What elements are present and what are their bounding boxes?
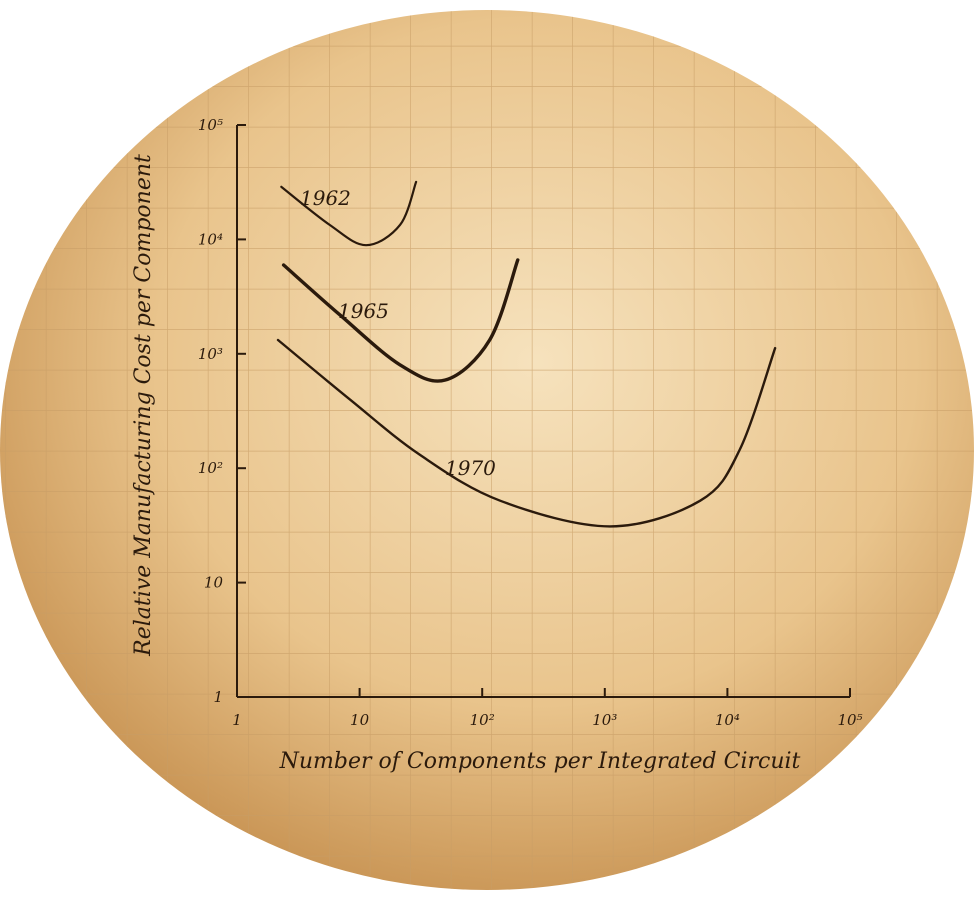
series-name: 1965 xyxy=(338,299,389,323)
y-tick-label: 1 xyxy=(213,688,223,706)
x-tick-label: 10³ xyxy=(592,711,617,729)
page: Relative Manufacturing Cost per Componen… xyxy=(0,0,975,900)
y-tick-label: 10 xyxy=(204,574,224,592)
series-name: 1962 xyxy=(300,186,351,210)
y-tick-label: 10² xyxy=(198,459,223,477)
x-tick-label: 10⁵ xyxy=(837,711,862,729)
series-name: 1970 xyxy=(445,456,496,480)
chart: Relative Manufacturing Cost per Componen… xyxy=(0,0,975,900)
x-tick-label: 10² xyxy=(470,711,495,729)
x-axis-label: Number of Components per Integrated Circ… xyxy=(279,749,801,774)
y-axis-label: Relative Manufacturing Cost per Componen… xyxy=(131,154,156,657)
y-tick-label: 10³ xyxy=(198,345,223,363)
x-tick-label: 1 xyxy=(232,711,242,729)
y-tick-label: 10⁵ xyxy=(198,116,223,134)
y-tick-label: 10⁴ xyxy=(198,230,223,248)
x-tick-label: 10⁴ xyxy=(715,711,740,729)
x-tick-label: 10 xyxy=(350,711,370,729)
